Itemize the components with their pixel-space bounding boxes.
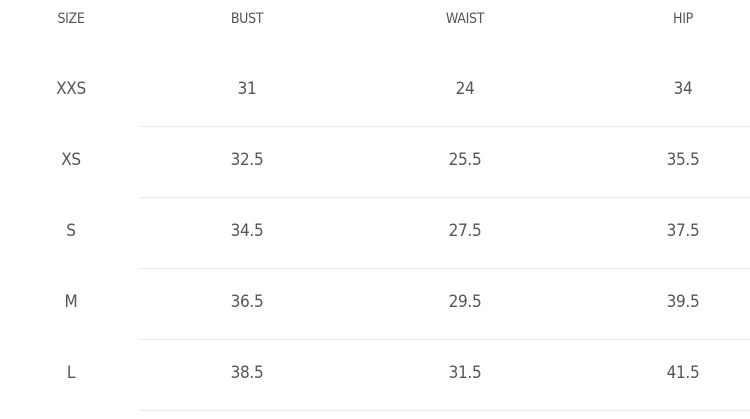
cell-size: M [64, 292, 78, 312]
cell-waist: 24 [455, 79, 475, 99]
row-divider [139, 197, 750, 198]
column-header-size: SIZE [57, 11, 85, 27]
cell-hip: 39.5 [666, 292, 700, 312]
column-header-waist: WAIST [445, 11, 485, 27]
cell-waist: 31.5 [448, 363, 482, 383]
cell-bust: 34.5 [230, 221, 264, 241]
row-divider [139, 339, 750, 340]
cell-size: L [66, 363, 76, 383]
column-header-hip: HIP [673, 11, 693, 27]
cell-size: XXS [56, 79, 86, 99]
row-divider [139, 268, 750, 269]
cell-hip: 34 [673, 79, 693, 99]
cell-bust: 32.5 [230, 150, 264, 170]
cell-size: S [66, 221, 76, 241]
cell-bust: 38.5 [230, 363, 264, 383]
cell-hip: 35.5 [666, 150, 700, 170]
cell-bust: 36.5 [230, 292, 264, 312]
cell-hip: 37.5 [666, 221, 700, 241]
cell-waist: 27.5 [448, 221, 482, 241]
cell-size: XS [61, 150, 81, 170]
row-divider [139, 410, 750, 411]
cell-hip: 41.5 [666, 363, 700, 383]
cell-waist: 25.5 [448, 150, 482, 170]
cell-bust: 31 [237, 79, 257, 99]
column-header-bust: BUST [230, 11, 264, 27]
cell-waist: 29.5 [448, 292, 482, 312]
row-divider [139, 126, 750, 127]
